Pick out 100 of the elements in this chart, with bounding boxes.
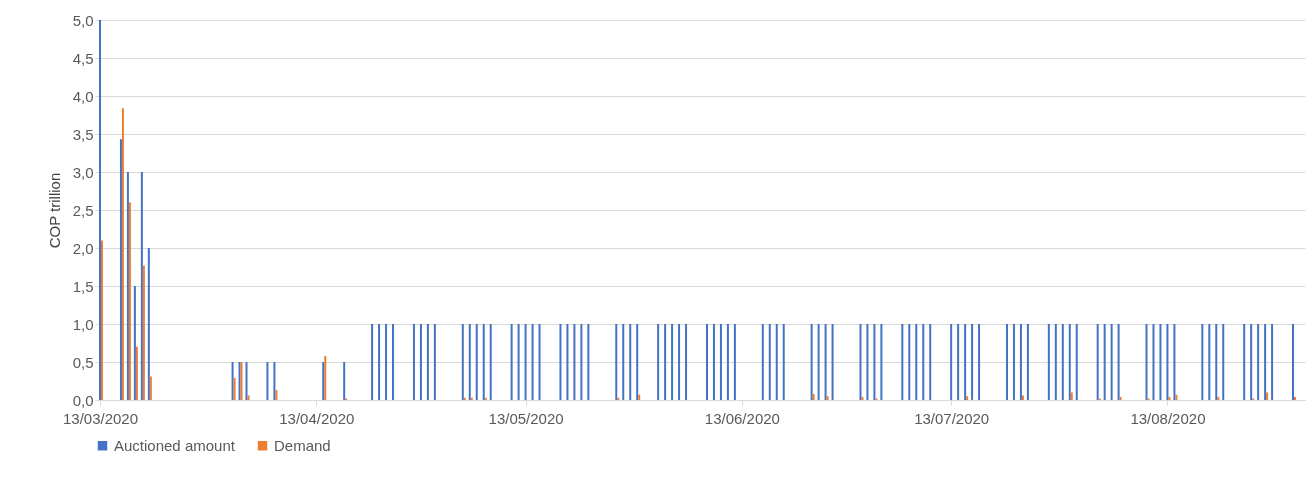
bar bbox=[1110, 324, 1113, 400]
bar bbox=[371, 324, 374, 400]
bar bbox=[664, 324, 667, 400]
bar bbox=[1175, 394, 1178, 400]
bar bbox=[1096, 324, 1099, 400]
bar bbox=[826, 396, 829, 400]
bar bbox=[128, 202, 131, 400]
x-tick-label: 13/07/2020 bbox=[914, 409, 990, 427]
bar bbox=[475, 324, 478, 400]
bar bbox=[915, 324, 918, 400]
bar bbox=[1005, 324, 1008, 400]
bar bbox=[1026, 324, 1029, 400]
bar bbox=[392, 324, 395, 400]
bar bbox=[426, 324, 429, 400]
bar bbox=[322, 362, 325, 400]
y-tick-label: 2,0 bbox=[72, 239, 94, 257]
bar bbox=[580, 324, 583, 400]
bar bbox=[119, 139, 122, 400]
bar bbox=[378, 324, 381, 400]
bar bbox=[510, 324, 513, 400]
bar bbox=[1243, 324, 1246, 400]
bar bbox=[587, 324, 590, 400]
bar bbox=[782, 324, 785, 400]
bar bbox=[712, 324, 715, 400]
bar bbox=[1119, 396, 1122, 400]
bar bbox=[1201, 324, 1204, 400]
bar bbox=[1068, 324, 1071, 400]
y-axis-title: COP trillion bbox=[45, 172, 63, 249]
bar bbox=[978, 324, 981, 400]
bar bbox=[1075, 324, 1078, 400]
bar bbox=[966, 396, 969, 400]
bar bbox=[971, 324, 974, 400]
bar bbox=[824, 324, 827, 400]
bar bbox=[859, 324, 862, 400]
bar bbox=[468, 324, 471, 400]
bar bbox=[147, 248, 150, 400]
bar bbox=[733, 324, 736, 400]
bar bbox=[1294, 396, 1297, 400]
bar bbox=[866, 324, 869, 400]
bar bbox=[1047, 324, 1050, 400]
bar bbox=[126, 172, 129, 400]
bar bbox=[1215, 324, 1218, 400]
y-tick-label: 0,5 bbox=[72, 353, 94, 371]
bar bbox=[880, 324, 883, 400]
bar bbox=[812, 393, 815, 400]
bar bbox=[810, 324, 813, 400]
bar bbox=[531, 324, 534, 400]
bar bbox=[149, 376, 152, 400]
bar bbox=[671, 324, 674, 400]
bar bbox=[768, 324, 771, 400]
bar bbox=[1166, 324, 1169, 400]
bar bbox=[1103, 324, 1106, 400]
bar bbox=[908, 324, 911, 400]
bar bbox=[142, 265, 145, 400]
bar bbox=[636, 324, 639, 400]
bar bbox=[1292, 324, 1295, 400]
bar bbox=[566, 324, 569, 400]
bar bbox=[419, 324, 422, 400]
bar bbox=[273, 362, 276, 400]
bar bbox=[861, 396, 864, 400]
bar bbox=[950, 324, 953, 400]
bar bbox=[1061, 324, 1064, 400]
bar bbox=[433, 324, 436, 400]
bar bbox=[1257, 324, 1260, 400]
bar bbox=[245, 362, 248, 400]
y-tick-label: 3,5 bbox=[72, 125, 94, 143]
bar bbox=[964, 324, 967, 400]
bar bbox=[629, 324, 632, 400]
bar bbox=[1271, 324, 1274, 400]
x-tick-label: 13/03/2020 bbox=[62, 409, 139, 427]
bar bbox=[101, 240, 103, 400]
bar bbox=[726, 324, 729, 400]
y-tick-label: 3,0 bbox=[72, 163, 94, 181]
bar bbox=[678, 324, 681, 400]
bar bbox=[1217, 396, 1220, 400]
bar bbox=[685, 324, 688, 400]
bar bbox=[461, 324, 464, 400]
bar bbox=[275, 390, 278, 400]
bar bbox=[1208, 324, 1211, 400]
bar bbox=[343, 362, 346, 400]
bar bbox=[957, 324, 960, 400]
bar bbox=[133, 286, 136, 400]
y-tick-label: 1,0 bbox=[72, 315, 94, 333]
y-tick-label: 2,5 bbox=[72, 201, 94, 219]
x-tick-label: 13/04/2020 bbox=[279, 409, 355, 427]
bar bbox=[99, 20, 101, 400]
bar bbox=[622, 324, 625, 400]
bar bbox=[922, 324, 925, 400]
bar bbox=[385, 324, 388, 400]
y-tick-label: 5,0 bbox=[72, 11, 94, 29]
bar bbox=[559, 324, 562, 400]
bar bbox=[524, 324, 527, 400]
bar bbox=[831, 324, 834, 400]
bar bbox=[1266, 392, 1269, 400]
bar bbox=[1021, 395, 1024, 400]
bar bbox=[1250, 324, 1253, 400]
bar bbox=[1019, 324, 1022, 400]
x-tick-label: 13/08/2020 bbox=[1130, 409, 1206, 427]
bar bbox=[761, 324, 764, 400]
bar bbox=[482, 324, 485, 400]
